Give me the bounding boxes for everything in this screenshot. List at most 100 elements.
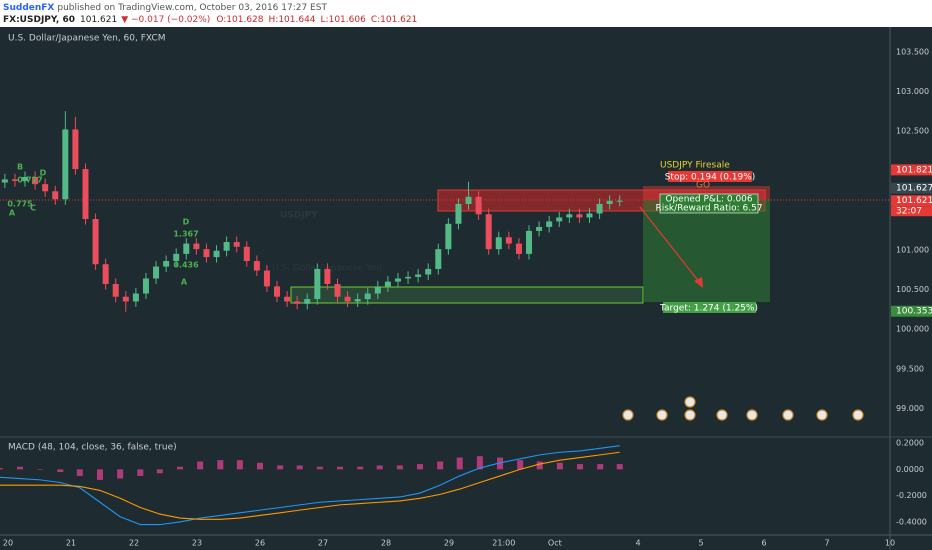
ohlc: O:101.628 (216, 15, 263, 25)
target-label: Target: 1.274 (1.25%) (659, 304, 758, 314)
macd-line (0, 451, 620, 520)
candle-body (163, 261, 170, 267)
ohlc: H:101.644 (269, 15, 316, 25)
events[interactable] (622, 396, 864, 421)
candle-body (294, 301, 301, 304)
histogram-bar (197, 461, 204, 470)
candle-body (334, 284, 341, 297)
histogram-bar (577, 464, 584, 470)
header-line: SuddenFX published on TradingView.com, Oc… (3, 3, 327, 13)
candle-body (425, 268, 432, 275)
x-tick-label: 5 (698, 539, 703, 548)
histogram-bar (437, 461, 444, 470)
histogram-bar (117, 469, 124, 479)
price-badge (891, 305, 932, 317)
event-icon[interactable] (782, 409, 794, 421)
watermark: USDJPY (280, 211, 318, 221)
x-tick-label: 21:00 (492, 539, 515, 548)
candle-body (1, 179, 8, 183)
candle-body (122, 296, 129, 302)
candle-body (42, 184, 49, 192)
histogram-bar (257, 462, 264, 470)
y-tick-label: 99.500 (896, 364, 924, 373)
candle-body (576, 214, 583, 218)
histogram-bar (76, 469, 83, 476)
candle-body (223, 242, 230, 251)
candle-body (52, 191, 59, 200)
candle-body (243, 246, 250, 262)
candle-body (274, 286, 281, 297)
candle-body (606, 200, 613, 204)
x-tick-label: 26 (255, 539, 265, 548)
pattern-label: 1.367 (173, 230, 198, 239)
candle-body (354, 299, 361, 302)
symbol: FX:USDJPY, 60 (3, 15, 75, 25)
price-badge-label: 101.621 (896, 196, 932, 206)
histogram-bar (57, 469, 64, 472)
candle-body (153, 266, 160, 279)
candle-body (364, 293, 371, 300)
candle-body (304, 299, 311, 304)
arrow-head (694, 277, 703, 288)
target-area[interactable] (643, 200, 770, 302)
histogram-bar (176, 466, 183, 470)
candle-body (344, 296, 351, 302)
y-tick-label: 103.000 (896, 87, 929, 96)
event-icon[interactable] (684, 396, 696, 408)
candle-body (455, 203, 462, 224)
candle-body (616, 200, 623, 202)
candle-body (374, 286, 381, 294)
x-tick-label: 10 (885, 539, 895, 548)
event-icon[interactable] (716, 409, 728, 421)
histogram-bar (456, 457, 463, 470)
event-icon[interactable] (684, 409, 696, 421)
candle-body (213, 250, 220, 258)
candle-body (62, 129, 69, 200)
event-icon[interactable] (816, 409, 828, 421)
candle-body (586, 213, 593, 218)
event-icon[interactable] (622, 409, 634, 421)
candle-body (556, 217, 563, 222)
y-tick-label: 101.000 (896, 245, 929, 254)
price-badge (891, 195, 932, 207)
pattern-label: A (181, 278, 188, 287)
countdown-box (891, 206, 932, 217)
candle-body (233, 242, 240, 247)
event-icon[interactable] (746, 409, 758, 421)
pattern-label: A (9, 209, 16, 218)
candle-body (82, 169, 89, 220)
target-box (663, 302, 756, 313)
header-bar (0, 0, 932, 27)
candle-body (324, 268, 331, 285)
pattern-label: 0.436 (173, 261, 199, 270)
pnl-box (659, 193, 759, 214)
marks (0, 111, 623, 526)
stop-label: Stop: 0.194 (0.19%) (665, 173, 756, 183)
x-tick-label: 7 (824, 539, 829, 548)
candle-body (546, 221, 553, 227)
price-badge-label: 101.627 (896, 184, 932, 194)
support-zone[interactable] (290, 286, 644, 304)
histogram-bar (616, 464, 623, 470)
event-icon[interactable] (656, 409, 668, 421)
price-badge-label: 101.821 (896, 165, 932, 175)
pattern-label: C (30, 204, 36, 213)
pattern-label: 0.727 (17, 176, 42, 185)
author[interactable]: SuddenFX (3, 3, 54, 13)
idea-title: USDJPY Firesale (660, 161, 730, 171)
candle-body (505, 237, 512, 244)
axes: 20 21 22 23 26 27 28 29 21:00 Oct 4 5 6 7 10 99.000 99.5… (3, 47, 932, 548)
histogram-bar (357, 466, 364, 470)
candle-body (32, 177, 39, 185)
candle-body (263, 270, 270, 287)
histogram-bar (476, 456, 483, 470)
x-tick-label: 22 (129, 539, 139, 548)
candle-body (284, 296, 291, 302)
histogram-bar (137, 469, 144, 476)
x-tick-label: 23 (192, 539, 202, 548)
event-icon[interactable] (852, 409, 864, 421)
candle-body (384, 281, 391, 287)
candle-body (445, 223, 452, 250)
y-tick-label: -0.4000 (896, 517, 927, 526)
